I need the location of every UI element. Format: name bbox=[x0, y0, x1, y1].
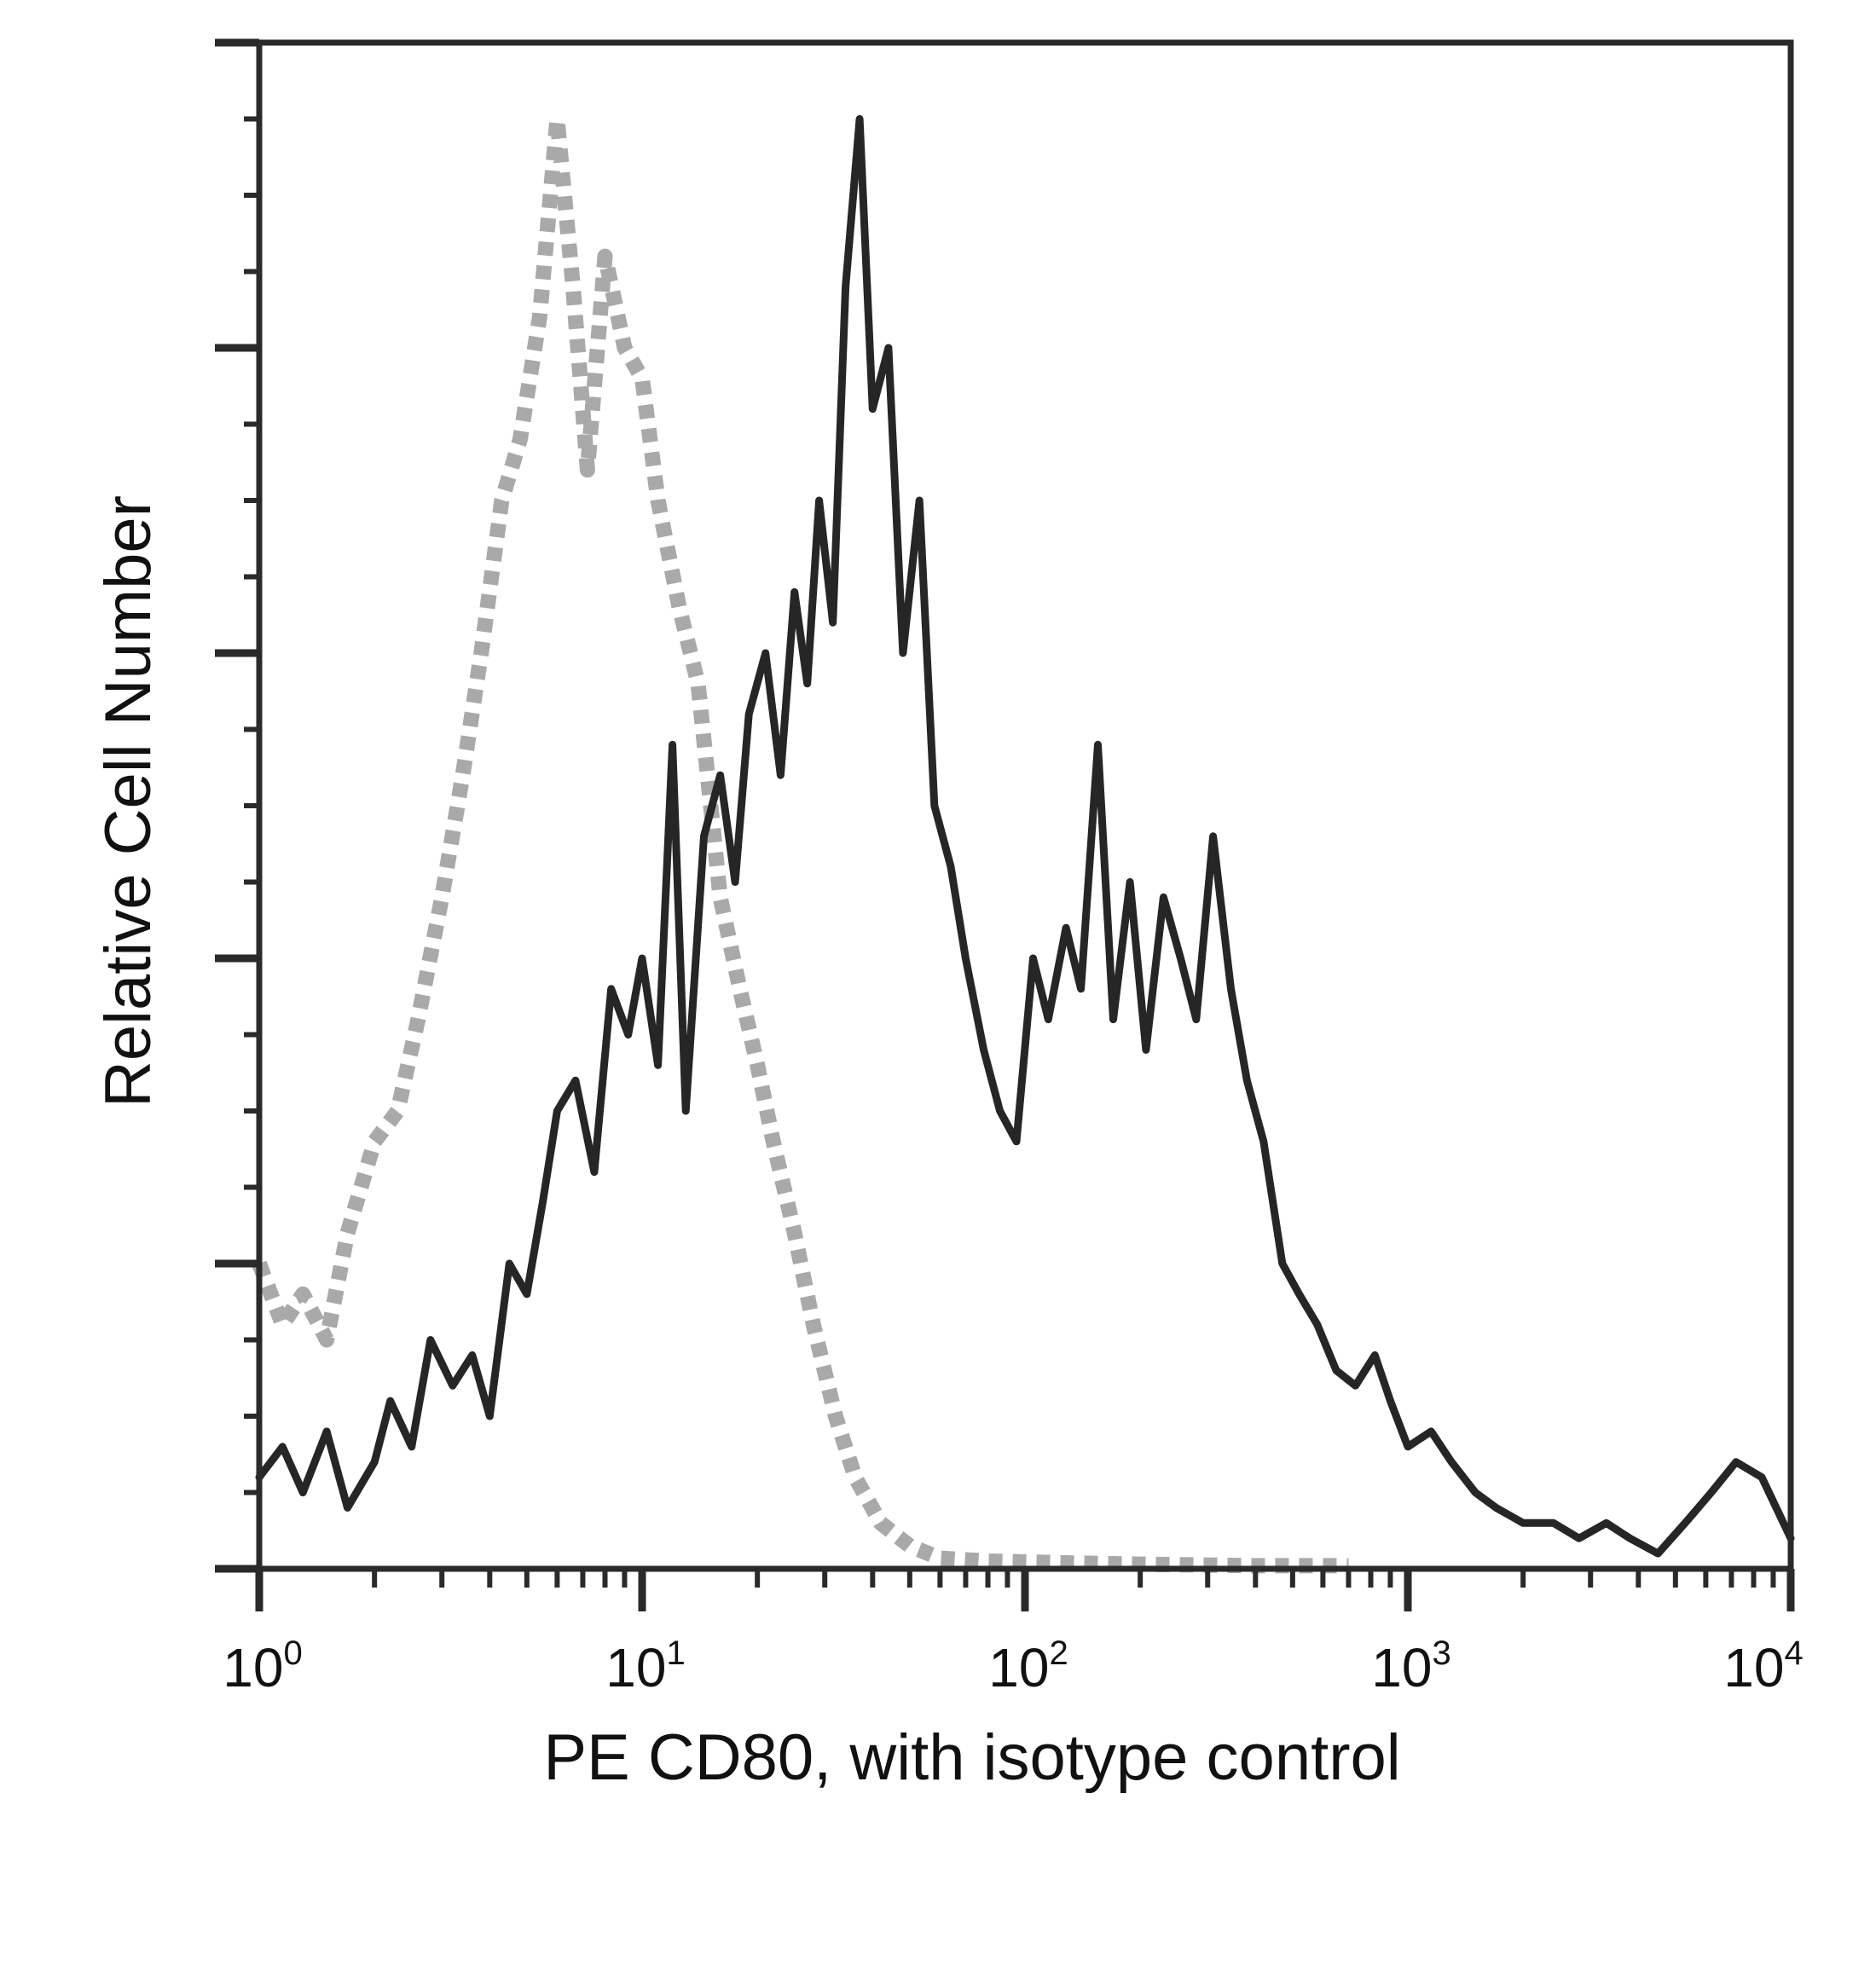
x-tick-base: 10 bbox=[1723, 1637, 1784, 1698]
x-tick-label: 103 bbox=[1371, 1634, 1450, 1698]
x-axis-ticks bbox=[255, 1569, 1795, 1611]
x-tick-label: 100 bbox=[223, 1634, 302, 1698]
x-axis-title: PE CD80, with isotype control bbox=[543, 1721, 1400, 1794]
series-layer bbox=[252, 111, 1795, 1574]
x-tick-exponent: 0 bbox=[283, 1634, 302, 1672]
x-tick-exponent: 3 bbox=[1432, 1634, 1450, 1672]
x-tick-base: 10 bbox=[1371, 1637, 1432, 1698]
x-tick-exponent: 2 bbox=[1049, 1634, 1068, 1672]
x-tick-base: 10 bbox=[223, 1637, 283, 1698]
x-tick-label: 102 bbox=[988, 1634, 1068, 1698]
x-tick-label: 104 bbox=[1723, 1634, 1803, 1698]
x-tick-exponent: 1 bbox=[666, 1634, 685, 1672]
x-tick-base: 10 bbox=[988, 1637, 1049, 1698]
y-axis-ticks bbox=[215, 38, 259, 1573]
series-line-isotype-control bbox=[252, 111, 1349, 1574]
x-tick-exponent: 4 bbox=[1784, 1634, 1803, 1672]
y-axis-title: Relative Cell Number bbox=[92, 495, 165, 1108]
x-tick-base: 10 bbox=[605, 1637, 666, 1698]
plot-frame bbox=[256, 39, 1794, 1572]
x-tick-label: 101 bbox=[605, 1634, 685, 1698]
x-axis-tick-labels: 100 101 102 103 104 bbox=[223, 1634, 1803, 1698]
series-line-pe-cd80 bbox=[255, 115, 1795, 1558]
